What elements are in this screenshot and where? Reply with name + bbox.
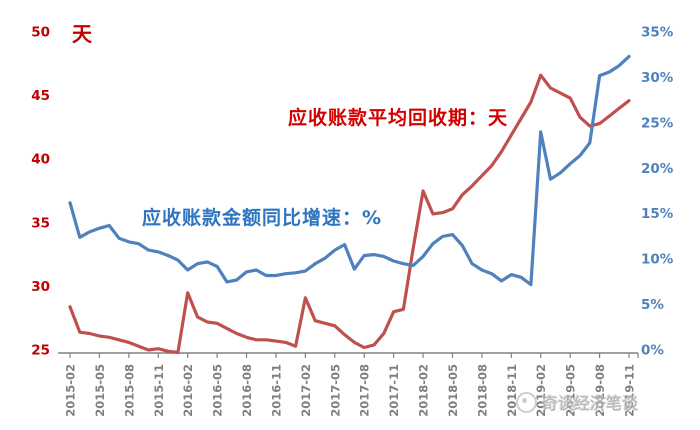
left-axis-unit-label: 天 [72,22,92,46]
x-axis-tick-label: 2016-08 [240,364,254,417]
right-axis-tick-label: 15% [641,206,674,222]
left-axis-tick-label: 40 [31,152,50,168]
x-axis-tick-label: 2018-08 [475,364,489,417]
watermark-text: 奇谈经济笔谈 [542,394,639,413]
x-axis-tick-label: 2019-11 [623,364,637,417]
right-axis-tick-label: 0% [641,343,664,359]
x-axis-tick-label: 2019-08 [593,364,607,417]
x-axis-tick-label: 2017-08 [358,364,372,417]
red-series-line [68,73,631,355]
right-axis-tick-label: 25% [641,115,674,131]
x-axis-tick-label: 2016-02 [181,364,195,417]
x-axis-tick-label: 2019-02 [534,364,548,417]
right-axis-tick-label: 10% [641,252,674,268]
x-axis-tick-label: 2018-02 [417,364,431,417]
watermark: 奇谈经济笔谈 [516,390,638,414]
x-axis-tick-label: 2018-05 [446,364,460,417]
x-axis-tick-label: 2017-02 [299,364,313,417]
x-axis-tick-label: 2018-11 [505,364,519,417]
blue-series-line [68,54,631,287]
x-axis-tick-label: 2019-05 [564,364,578,417]
left-axis-tick-label: 35 [31,215,50,231]
right-axis-tick-label: 20% [641,161,674,177]
annotation-red-series-label: 应收账款平均回收期：天 [288,107,509,129]
left-axis-tick-label: 30 [31,279,50,295]
right-axis-tick-label: 30% [641,70,674,86]
watermark-logo-icon [516,391,537,413]
left-axis-tick-label: 45 [31,88,50,104]
left-axis-tick-label: 25 [31,343,50,359]
right-axis-tick-label: 5% [641,297,664,313]
right-axis-tick-label: 35% [641,25,674,41]
x-axis-tick-label: 2017-11 [387,364,401,417]
x-axis-tick-label: 2015-05 [93,364,107,417]
x-axis-tick-label: 2015-08 [122,364,136,417]
annotation-blue-series-label: 应收账款金额同比增速：% [142,207,383,229]
x-axis-tick-label: 2015-02 [64,364,78,417]
x-axis-tick-label: 2017-05 [328,364,342,417]
x-axis-tick-label: 2016-11 [269,364,283,417]
x-axis-tick-label: 2015-11 [152,364,166,417]
left-axis-tick-label: 50 [31,25,50,41]
x-axis-tick-label: 2016-05 [211,364,225,417]
